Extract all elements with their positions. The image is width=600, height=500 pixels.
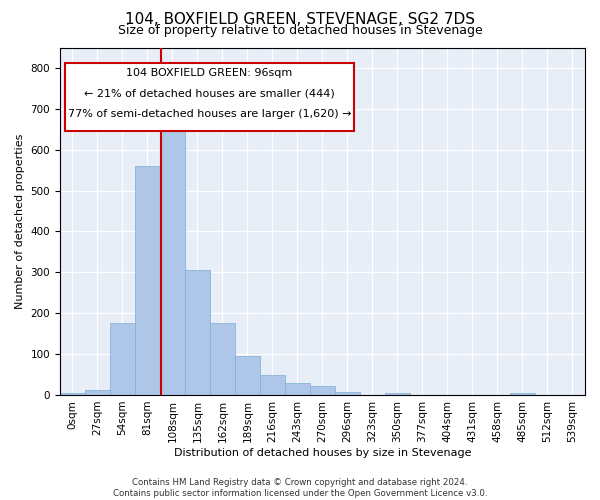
Bar: [85, 390, 110, 395]
Bar: [286, 382, 310, 395]
FancyBboxPatch shape: [65, 63, 354, 131]
Y-axis label: Number of detached properties: Number of detached properties: [15, 134, 25, 309]
Text: 104 BOXFIELD GREEN: 96sqm: 104 BOXFIELD GREEN: 96sqm: [127, 68, 293, 78]
Bar: [160, 132, 185, 395]
X-axis label: Distribution of detached houses by size in Stevenage: Distribution of detached houses by size …: [174, 448, 471, 458]
Bar: [385, 393, 410, 395]
Bar: [310, 386, 335, 395]
Bar: [135, 166, 160, 395]
Bar: [260, 376, 284, 395]
Text: ← 21% of detached houses are smaller (444): ← 21% of detached houses are smaller (44…: [84, 89, 335, 99]
Text: Contains HM Land Registry data © Crown copyright and database right 2024.
Contai: Contains HM Land Registry data © Crown c…: [113, 478, 487, 498]
Bar: [211, 324, 235, 395]
Text: Size of property relative to detached houses in Stevenage: Size of property relative to detached ho…: [118, 24, 482, 37]
Bar: [185, 270, 209, 395]
Bar: [335, 392, 359, 395]
Text: 104, BOXFIELD GREEN, STEVENAGE, SG2 7DS: 104, BOXFIELD GREEN, STEVENAGE, SG2 7DS: [125, 12, 475, 28]
Bar: [235, 356, 260, 395]
Bar: [60, 393, 85, 395]
Bar: [511, 393, 535, 395]
Bar: [110, 324, 134, 395]
Text: 77% of semi-detached houses are larger (1,620) →: 77% of semi-detached houses are larger (…: [68, 110, 352, 120]
